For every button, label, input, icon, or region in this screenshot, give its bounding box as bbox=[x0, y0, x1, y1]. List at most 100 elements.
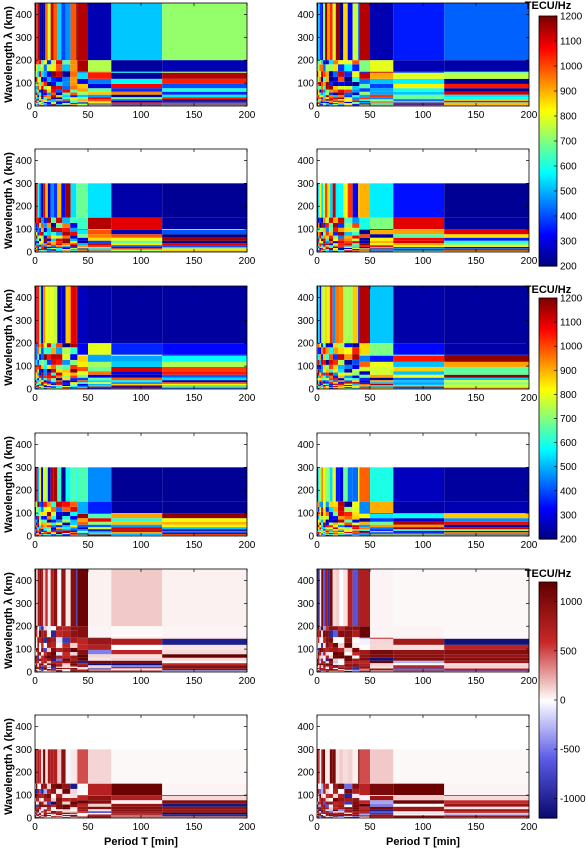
heatmap-cell bbox=[338, 533, 345, 535]
heatmap-cell bbox=[36, 369, 38, 373]
heatmap-cell bbox=[323, 815, 326, 817]
heatmap-cell bbox=[352, 92, 360, 96]
heatmap-cell bbox=[88, 670, 112, 672]
y-tick-label: 300 bbox=[297, 599, 314, 610]
heatmap-cell bbox=[39, 183, 42, 218]
heatmap-cell bbox=[370, 245, 394, 247]
heatmap-cell bbox=[77, 811, 88, 813]
heatmap-cell bbox=[70, 516, 78, 520]
heatmap-cell bbox=[36, 793, 38, 799]
heatmap-cell bbox=[162, 183, 247, 218]
heatmap-cell bbox=[62, 533, 71, 534]
heatmap-cell bbox=[321, 64, 324, 72]
heatmap-cell bbox=[41, 669, 44, 671]
colorbar-swatch bbox=[539, 502, 557, 506]
colorbar-swatch bbox=[539, 698, 557, 701]
heatmap-cell bbox=[111, 532, 163, 534]
heatmap-cell bbox=[162, 343, 247, 355]
heatmap-cell bbox=[41, 247, 44, 250]
heatmap-cell bbox=[328, 669, 333, 670]
heatmap-cell bbox=[352, 222, 360, 228]
heatmap-cell bbox=[46, 89, 51, 93]
heatmap-cell bbox=[321, 250, 324, 252]
heatmap-cell bbox=[352, 241, 360, 244]
heatmap-cell bbox=[47, 183, 51, 218]
colorbar-swatch bbox=[539, 484, 557, 488]
heatmap-cell bbox=[344, 811, 353, 813]
x-tick-label: 100 bbox=[133, 256, 150, 267]
colorbar-swatch bbox=[539, 784, 557, 788]
heatmap-cell bbox=[46, 101, 51, 104]
colorbar-1: 200300400500600700800900100011001200TECU… bbox=[525, 0, 583, 273]
heatmap-cell bbox=[43, 811, 47, 813]
heatmap-cell bbox=[36, 382, 38, 384]
heatmap-cell bbox=[323, 533, 326, 535]
heatmap-cell bbox=[35, 666, 37, 668]
heatmap-cell bbox=[393, 569, 445, 627]
heatmap-cell bbox=[70, 76, 78, 82]
heatmap-cell bbox=[46, 516, 51, 520]
heatmap-cell bbox=[332, 250, 339, 252]
heatmap-cell bbox=[323, 663, 326, 666]
heatmap-cell bbox=[321, 92, 324, 96]
colorbar-swatch bbox=[539, 504, 557, 508]
heatmap-cell bbox=[41, 241, 44, 244]
heatmap-cell bbox=[370, 217, 394, 230]
heatmap-cell bbox=[162, 518, 247, 522]
heatmap-cell bbox=[76, 3, 78, 61]
heatmap-cell bbox=[325, 243, 329, 246]
colorbar-swatch bbox=[539, 727, 557, 731]
heatmap-cell bbox=[325, 749, 328, 784]
heatmap-cell bbox=[323, 217, 326, 223]
heatmap-cell bbox=[50, 511, 57, 517]
heatmap-cell bbox=[319, 801, 322, 805]
heatmap-cell bbox=[321, 235, 324, 239]
heatmap-cell bbox=[328, 386, 333, 388]
heatmap-cell bbox=[111, 644, 163, 650]
heatmap-cell bbox=[77, 669, 88, 671]
heatmap-cell bbox=[332, 749, 336, 784]
y-tick-label: 0 bbox=[26, 248, 32, 259]
heatmap-cell bbox=[70, 387, 78, 389]
heatmap-cell bbox=[328, 626, 333, 631]
heatmap-cell bbox=[62, 812, 71, 814]
heatmap-cell bbox=[39, 637, 42, 643]
heatmap-cell bbox=[88, 668, 112, 670]
colorbar-swatch bbox=[539, 338, 557, 341]
heatmap-cell bbox=[50, 667, 57, 670]
heatmap-cell bbox=[329, 749, 333, 784]
heatmap-cell bbox=[444, 644, 529, 650]
colorbar-swatch bbox=[539, 733, 557, 736]
heatmap-cell bbox=[444, 815, 529, 817]
heatmap-cell bbox=[328, 522, 333, 526]
heatmap-cell bbox=[317, 286, 319, 344]
y-tick-label: 0 bbox=[308, 532, 314, 543]
heatmap-cell bbox=[162, 355, 247, 362]
heatmap-cell bbox=[46, 364, 51, 370]
heatmap-cell bbox=[62, 642, 71, 648]
heatmap-cell bbox=[41, 286, 44, 344]
heatmap-cell bbox=[162, 513, 247, 514]
heatmap-cell bbox=[344, 801, 353, 805]
heatmap-cell bbox=[88, 800, 112, 804]
heatmap-cell bbox=[46, 529, 51, 531]
heatmap-cell bbox=[444, 806, 529, 810]
x-tick-label: 50 bbox=[82, 256, 94, 267]
heatmap-cell bbox=[36, 525, 38, 528]
heatmap-cell bbox=[77, 815, 88, 817]
heatmap-cell bbox=[358, 183, 360, 218]
heatmap-cell bbox=[332, 637, 339, 643]
heatmap-cell bbox=[37, 387, 40, 389]
colorbar-swatch bbox=[539, 587, 557, 591]
heatmap-cell bbox=[370, 795, 394, 796]
heatmap-cell bbox=[77, 72, 88, 79]
heatmap-cell bbox=[338, 642, 345, 648]
heatmap-cell bbox=[41, 347, 44, 355]
heatmap-cell bbox=[318, 103, 320, 105]
heatmap-cell bbox=[162, 809, 247, 812]
heatmap-cell bbox=[323, 64, 326, 72]
heatmap-cell bbox=[318, 250, 320, 252]
heatmap-cell bbox=[41, 227, 44, 233]
heatmap-cell bbox=[328, 100, 333, 102]
colorbar-swatch bbox=[539, 607, 557, 611]
